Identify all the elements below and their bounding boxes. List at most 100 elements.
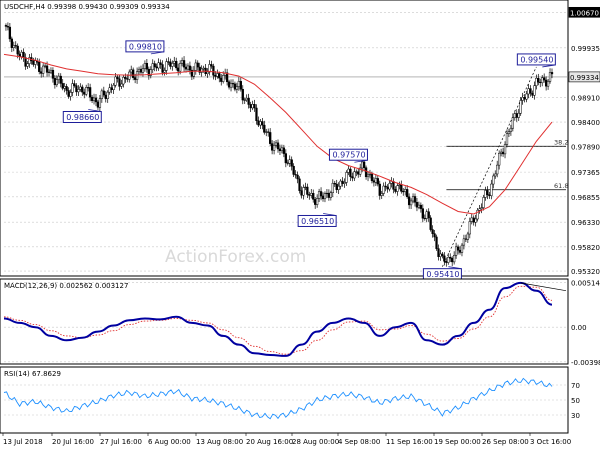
price-candle-body [386, 186, 389, 190]
price-candle-body [425, 211, 428, 219]
price-candle-body [290, 159, 293, 167]
price-tick-label: 1.00670 [570, 9, 599, 17]
price-candle-body [390, 181, 393, 184]
price-marker-box [62, 110, 102, 123]
price-candle-body [145, 63, 149, 70]
price-candle-body [492, 175, 495, 185]
price-candle-body [535, 78, 538, 86]
price-candle-body [325, 192, 329, 195]
price-candle-body [470, 217, 473, 222]
price-candle-body [294, 174, 297, 176]
x-tick-label: 27 Jul 16:00 [100, 438, 142, 446]
price-candle-body [445, 261, 448, 263]
price-candle-body [462, 238, 466, 246]
price-candle-body [380, 193, 383, 196]
price-candle-body [16, 45, 19, 55]
rsi-tick-label: 50 [571, 397, 580, 405]
price-candle-body [484, 190, 487, 198]
x-tick-label: 28 Aug 00:00 [292, 438, 339, 446]
price-candle-body [90, 96, 94, 101]
price-candle-body [541, 77, 544, 84]
price-candle-body [423, 217, 426, 220]
price-candle-body [427, 211, 430, 219]
price-candle-body [368, 173, 372, 176]
price-candle-body [306, 186, 309, 195]
price-candle-body [253, 104, 256, 109]
macd-tick-label: 0.00 [571, 324, 587, 332]
price-candle-body [474, 218, 477, 223]
price-candle-body [548, 72, 552, 82]
price-candle-body [106, 91, 109, 99]
price-candle-body [505, 133, 509, 145]
price-candle-body [220, 77, 223, 82]
price-candle-body [327, 192, 331, 198]
price-candle-body [550, 72, 554, 75]
price-candle-body [255, 107, 258, 121]
price-candle-body [300, 190, 303, 196]
price-candle-body [269, 132, 272, 144]
price-candle-body [494, 173, 497, 177]
price-candle-body [100, 90, 104, 99]
price-candle-body [339, 180, 342, 187]
price-marker-label: 0.97570 [332, 151, 365, 160]
price-candle-body [10, 38, 13, 48]
price-marker-box [328, 148, 368, 161]
price-candle-body [531, 92, 534, 96]
price-candle-body [180, 60, 184, 64]
price-candle-body [143, 63, 147, 69]
x-tick-label: 6 Aug 00:00 [148, 438, 191, 446]
price-candle-body [496, 164, 499, 175]
price-candle-body [366, 174, 370, 178]
price-tick-label: 0.96855 [571, 194, 600, 202]
price-candle-body [449, 256, 452, 259]
price-candle-body [167, 61, 170, 63]
current-price-tag: 0.99334 [568, 71, 600, 83]
price-candle-body [447, 256, 450, 263]
price-marker-box [297, 214, 337, 227]
price-candle-body [257, 120, 260, 126]
price-panel-frame [0, 0, 569, 277]
price-candle-body [94, 97, 98, 103]
price-tick-label: 0.99334 [570, 74, 599, 82]
price-tick-label: 0.99935 [571, 45, 600, 53]
price-candle-body [364, 167, 368, 178]
x-tick-label: 13 Aug 08:00 [196, 438, 243, 446]
price-candle-body [286, 162, 289, 164]
price-candle-body [413, 196, 417, 203]
price-candle-body [55, 79, 58, 86]
price-candle-body [392, 181, 395, 190]
price-candle-body [43, 65, 47, 67]
price-candle-body [130, 69, 133, 73]
price-candle-body [69, 92, 72, 97]
price-candle-body [454, 246, 458, 256]
price-candle-body [329, 192, 332, 198]
price-candle-body [529, 88, 532, 94]
price-candle-body [498, 152, 501, 166]
price-candle-body [521, 97, 524, 101]
price-candle-body [388, 183, 391, 190]
price-candle-body [227, 81, 231, 88]
macd-trend-line [520, 282, 567, 292]
price-candle-body [249, 104, 252, 109]
price-candle-body [503, 144, 507, 155]
price-candle-body [543, 77, 546, 81]
price-candle-body [439, 253, 442, 257]
watermark: ActionForex.com [165, 247, 306, 267]
price-ma-line [3, 53, 553, 215]
price-candle-body [24, 57, 27, 67]
price-candle-body [259, 121, 262, 126]
price-candle-body [32, 60, 35, 65]
price-candle-body [12, 45, 15, 48]
macd-series [3, 281, 567, 357]
price-tick-label: 0.96330 [571, 219, 600, 227]
price-candle-body [22, 51, 25, 58]
price-candle-body [218, 73, 221, 79]
price-candle-body [517, 112, 520, 118]
price-candle-body [200, 68, 203, 73]
price-candle-body [398, 184, 401, 186]
price-candle-body [245, 97, 248, 101]
price-candle-body [525, 93, 528, 100]
price-candle-body [396, 185, 399, 192]
price-candle-body [499, 151, 503, 154]
price-candle-body [341, 180, 344, 184]
